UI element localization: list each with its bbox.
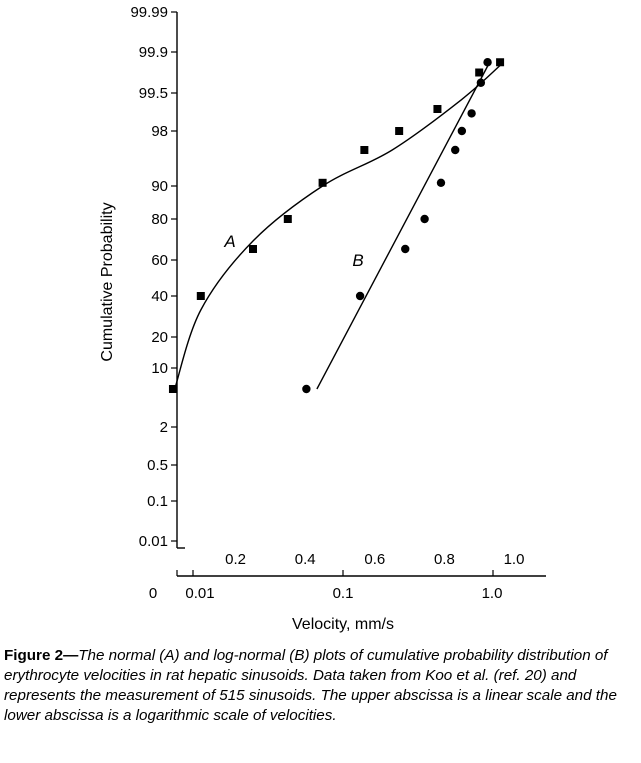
y-tick-label: 0.1 [147, 493, 168, 510]
data-point-A [496, 58, 505, 67]
y-tick-label: 0.01 [139, 533, 168, 550]
data-point-B [457, 126, 467, 136]
data-point-A [318, 178, 327, 187]
data-point-A [196, 292, 205, 300]
data-point-A [283, 215, 292, 223]
y-tick-label: 99.5 [139, 85, 168, 102]
data-point-B [355, 291, 365, 301]
data-point-A [433, 105, 442, 113]
data-point-B [467, 109, 476, 118]
y-tick-label: 20 [151, 329, 168, 346]
y-tick-label: 90 [151, 178, 168, 195]
cumulative-probability-chart: 99.99 99.9 99.5 98 90 80 60 40 20 10 2 0.5 0.1 0.01 0… [99, 4, 546, 633]
x-linear-tick-label: 0.4 [295, 551, 316, 568]
data-point-A [395, 127, 404, 135]
caption-label: Figure 2— [4, 647, 79, 664]
y-axis: 99.99 99.9 99.5 98 90 80 60 40 20 10 2 0.5 0.1 0.01 [130, 4, 185, 550]
fit-line-A [174, 61, 505, 390]
x-linear-tick-label: 0.8 [434, 551, 455, 568]
data-point-B [401, 244, 410, 254]
x-axis: 0 0.01 0.1 1.0 0.2 0.4 0.6 0.8 1.0 [149, 551, 546, 602]
data-point-B [476, 78, 486, 87]
data-point-B [436, 178, 446, 187]
y-tick-label: 98 [151, 123, 168, 140]
y-tick-label: 40 [151, 288, 168, 305]
series-label-B: B [352, 251, 363, 270]
x-linear-tick-label: 1.0 [504, 551, 525, 568]
x-log-tick-label: 0 [149, 585, 157, 602]
y-tick-label: 2 [160, 419, 168, 436]
y-tick-label: 60 [151, 252, 168, 269]
data-point-B [302, 384, 311, 394]
data-point-B [483, 58, 492, 67]
x-axis-title: Velocity, mm/s [292, 616, 394, 633]
y-tick-label: 99.9 [139, 44, 168, 61]
y-tick-label: 10 [151, 360, 168, 377]
y-tick-label: 0.5 [147, 457, 168, 474]
plot-area: AB [168, 58, 505, 394]
fit-line-B [316, 61, 491, 390]
data-point-A [475, 68, 484, 77]
x-linear-tick-label: 0.2 [225, 551, 246, 568]
caption-text: The normal (A) and log-normal (B) plots … [4, 647, 617, 724]
data-point-A [249, 245, 257, 253]
x-log-tick-label: 0.1 [333, 585, 354, 602]
data-point-A [360, 146, 369, 154]
y-tick-label: 80 [151, 211, 168, 228]
x-log-tick-label: 0.01 [185, 585, 214, 602]
x-log-tick-label: 1.0 [482, 585, 503, 602]
data-point-B [451, 145, 460, 155]
figure-caption: Figure 2—The normal (A) and log-normal (… [4, 646, 636, 726]
x-linear-tick-label: 0.6 [364, 551, 385, 568]
data-point-A [168, 385, 177, 393]
series-label-A: A [223, 232, 235, 251]
y-tick-label: 99.99 [130, 4, 168, 21]
y-axis-title: Cumulative Probability [99, 202, 116, 361]
data-point-B [420, 214, 429, 224]
